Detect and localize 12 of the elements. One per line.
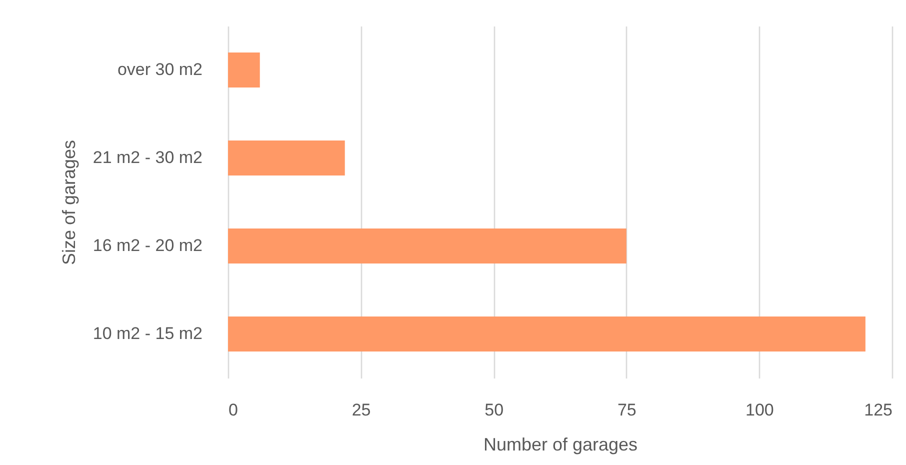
- y-tick-label: 10 m2 - 15 m2: [92, 324, 202, 343]
- x-tick-label: 25: [352, 400, 371, 420]
- y-tick-label: 21 m2 - 30 m2: [92, 148, 202, 167]
- x-tick-label: 0: [228, 400, 238, 420]
- x-tick-label: 75: [617, 400, 636, 420]
- x-tick-label: 50: [484, 400, 504, 420]
- y-tick-label: 16 m2 - 20 m2: [92, 236, 202, 255]
- x-axis-title: Number of garages: [483, 434, 638, 454]
- x-tick-label: 125: [864, 400, 892, 420]
- y-tick-label: over 30 m2: [117, 60, 202, 79]
- y-axis-title: Size of garages: [58, 140, 79, 266]
- x-tick-label: 100: [746, 400, 774, 420]
